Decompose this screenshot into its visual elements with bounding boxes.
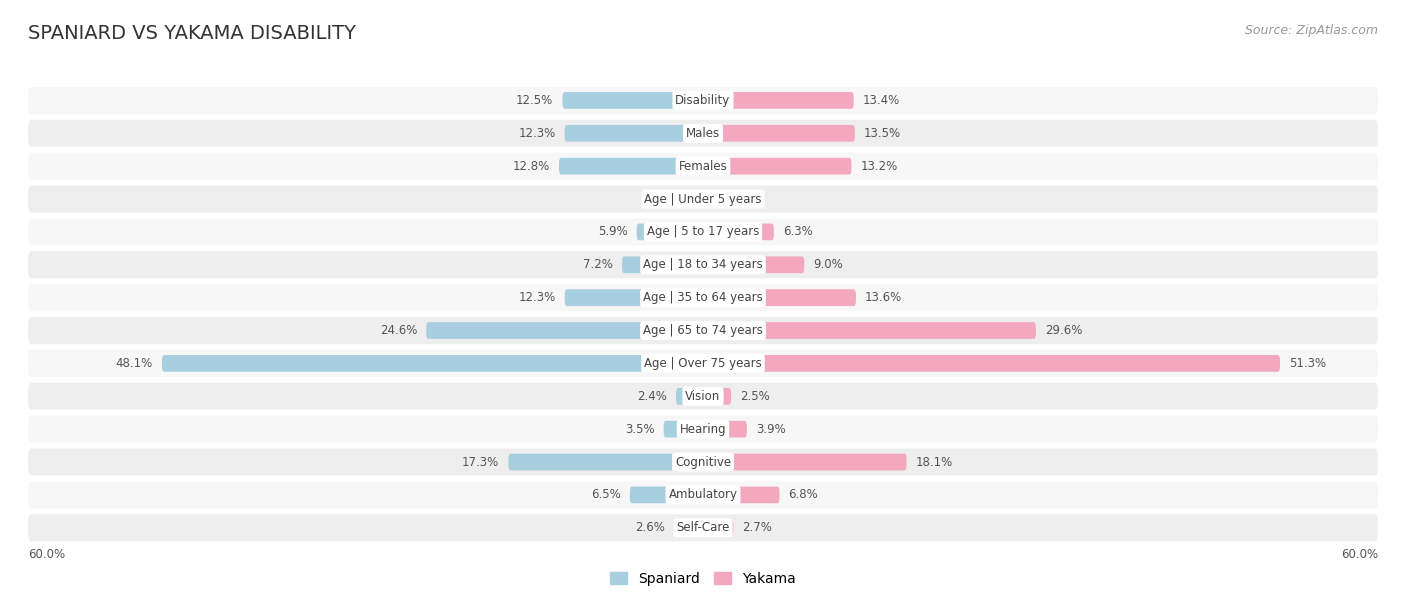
Text: Age | 5 to 17 years: Age | 5 to 17 years [647, 225, 759, 239]
Text: 48.1%: 48.1% [115, 357, 153, 370]
Text: 5.9%: 5.9% [598, 225, 627, 239]
FancyBboxPatch shape [28, 284, 1378, 311]
FancyBboxPatch shape [28, 416, 1378, 442]
FancyBboxPatch shape [621, 256, 703, 273]
Text: 13.4%: 13.4% [863, 94, 900, 107]
Text: Disability: Disability [675, 94, 731, 107]
Text: 6.3%: 6.3% [783, 225, 813, 239]
Text: 60.0%: 60.0% [28, 548, 65, 561]
Text: Age | 35 to 64 years: Age | 35 to 64 years [643, 291, 763, 304]
Text: 1.0%: 1.0% [723, 193, 754, 206]
FancyBboxPatch shape [703, 191, 714, 207]
Text: Self-Care: Self-Care [676, 521, 730, 534]
FancyBboxPatch shape [688, 191, 703, 207]
Text: 2.7%: 2.7% [742, 521, 772, 534]
FancyBboxPatch shape [509, 453, 703, 471]
FancyBboxPatch shape [664, 421, 703, 438]
Text: 17.3%: 17.3% [463, 455, 499, 469]
Text: Ambulatory: Ambulatory [668, 488, 738, 501]
FancyBboxPatch shape [703, 223, 773, 241]
Text: 2.6%: 2.6% [636, 521, 665, 534]
Text: 51.3%: 51.3% [1289, 357, 1326, 370]
FancyBboxPatch shape [703, 520, 734, 536]
FancyBboxPatch shape [703, 158, 852, 174]
Text: Age | 18 to 34 years: Age | 18 to 34 years [643, 258, 763, 271]
FancyBboxPatch shape [426, 322, 703, 339]
Text: Age | Over 75 years: Age | Over 75 years [644, 357, 762, 370]
FancyBboxPatch shape [28, 350, 1378, 377]
FancyBboxPatch shape [703, 92, 853, 109]
Text: 12.8%: 12.8% [513, 160, 550, 173]
Text: 12.5%: 12.5% [516, 94, 554, 107]
FancyBboxPatch shape [703, 453, 907, 471]
Text: Vision: Vision [685, 390, 721, 403]
FancyBboxPatch shape [703, 289, 856, 306]
FancyBboxPatch shape [28, 218, 1378, 245]
FancyBboxPatch shape [703, 487, 779, 503]
Text: 2.5%: 2.5% [740, 390, 770, 403]
FancyBboxPatch shape [28, 382, 1378, 410]
Text: Source: ZipAtlas.com: Source: ZipAtlas.com [1244, 24, 1378, 37]
Text: 2.4%: 2.4% [637, 390, 666, 403]
FancyBboxPatch shape [162, 355, 703, 371]
Text: Females: Females [679, 160, 727, 173]
Text: Cognitive: Cognitive [675, 455, 731, 469]
Text: Age | Under 5 years: Age | Under 5 years [644, 193, 762, 206]
Text: 12.3%: 12.3% [519, 127, 555, 140]
Text: 29.6%: 29.6% [1045, 324, 1083, 337]
FancyBboxPatch shape [562, 92, 703, 109]
Text: Age | 65 to 74 years: Age | 65 to 74 years [643, 324, 763, 337]
FancyBboxPatch shape [560, 158, 703, 174]
Legend: Spaniard, Yakama: Spaniard, Yakama [605, 567, 801, 592]
FancyBboxPatch shape [637, 223, 703, 241]
Text: 12.3%: 12.3% [519, 291, 555, 304]
FancyBboxPatch shape [703, 256, 804, 273]
Text: 3.9%: 3.9% [756, 423, 786, 436]
Text: 1.4%: 1.4% [648, 193, 678, 206]
Text: 7.2%: 7.2% [583, 258, 613, 271]
Text: 13.2%: 13.2% [860, 160, 897, 173]
FancyBboxPatch shape [28, 482, 1378, 509]
FancyBboxPatch shape [703, 388, 731, 405]
FancyBboxPatch shape [703, 125, 855, 141]
Text: 24.6%: 24.6% [380, 324, 418, 337]
FancyBboxPatch shape [28, 87, 1378, 114]
FancyBboxPatch shape [28, 514, 1378, 541]
Text: 13.5%: 13.5% [863, 127, 901, 140]
FancyBboxPatch shape [676, 388, 703, 405]
FancyBboxPatch shape [28, 120, 1378, 147]
FancyBboxPatch shape [28, 449, 1378, 476]
FancyBboxPatch shape [565, 125, 703, 141]
FancyBboxPatch shape [28, 252, 1378, 278]
FancyBboxPatch shape [28, 317, 1378, 344]
FancyBboxPatch shape [673, 520, 703, 536]
Text: Males: Males [686, 127, 720, 140]
FancyBboxPatch shape [703, 421, 747, 438]
FancyBboxPatch shape [630, 487, 703, 503]
Text: 18.1%: 18.1% [915, 455, 953, 469]
Text: 9.0%: 9.0% [813, 258, 844, 271]
Text: 6.5%: 6.5% [591, 488, 621, 501]
FancyBboxPatch shape [28, 185, 1378, 212]
FancyBboxPatch shape [565, 289, 703, 306]
FancyBboxPatch shape [703, 322, 1036, 339]
Text: 3.5%: 3.5% [626, 423, 655, 436]
Text: 13.6%: 13.6% [865, 291, 903, 304]
Text: 6.8%: 6.8% [789, 488, 818, 501]
Text: SPANIARD VS YAKAMA DISABILITY: SPANIARD VS YAKAMA DISABILITY [28, 24, 356, 43]
Text: Hearing: Hearing [679, 423, 727, 436]
Text: 60.0%: 60.0% [1341, 548, 1378, 561]
FancyBboxPatch shape [28, 152, 1378, 180]
FancyBboxPatch shape [703, 355, 1279, 371]
